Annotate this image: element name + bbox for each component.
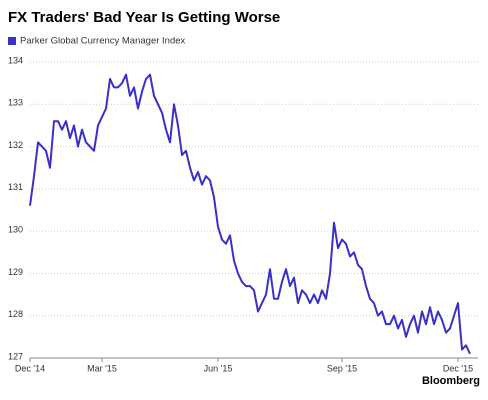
- source: Bloomberg: [422, 375, 480, 387]
- y-tick-label: 127: [8, 351, 23, 361]
- y-tick-label: 131: [8, 182, 23, 192]
- x-tick-label: Mar '15: [87, 363, 117, 373]
- y-tick-label: 128: [8, 309, 23, 319]
- series-line: [29, 73, 471, 355]
- x-tick-label: Dec '15: [443, 363, 473, 373]
- legend-swatch: [8, 37, 16, 45]
- y-tick-label: 132: [8, 140, 23, 150]
- chart-title: FX Traders' Bad Year Is Getting Worse: [8, 9, 280, 26]
- y-tick-label: 130: [8, 225, 23, 235]
- x-tick-label: Dec '14: [15, 363, 45, 373]
- y-tick-label: 129: [8, 267, 23, 277]
- x-tick-label: Sep '15: [327, 363, 357, 373]
- x-tick-label: Jun '15: [204, 363, 233, 373]
- legend-label: Parker Global Currency Manager Index: [20, 36, 186, 47]
- y-tick-label: 134: [8, 55, 23, 65]
- y-tick-label: 133: [8, 98, 23, 108]
